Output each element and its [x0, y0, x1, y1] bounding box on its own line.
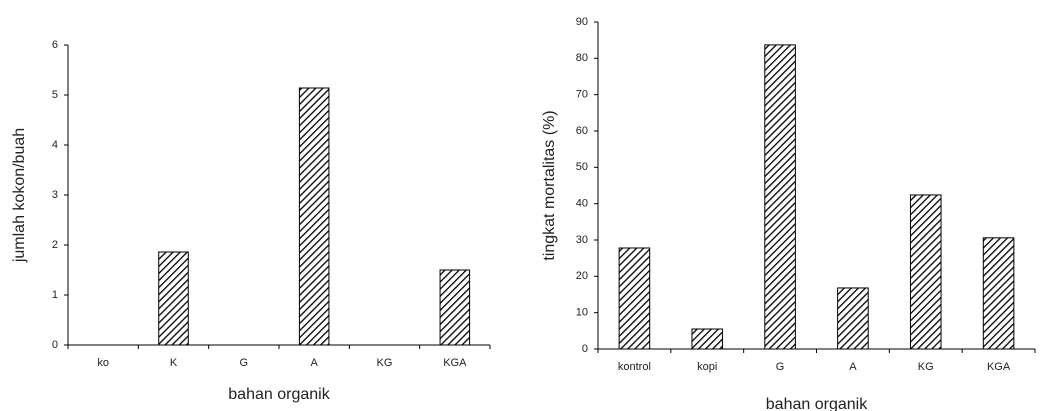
y-tick-label: 70: [576, 89, 588, 101]
x-tick-label: K: [170, 357, 178, 369]
x-tick-label: A: [849, 361, 857, 373]
x-tick-label: G: [776, 361, 785, 373]
x-axis-title: bahan organik: [228, 386, 330, 403]
y-tick-label: 6: [52, 39, 58, 51]
y-tick-label: 50: [576, 161, 588, 173]
x-tick-label: A: [310, 357, 318, 369]
y-tick-label: 60: [576, 125, 588, 137]
x-tick-label: kontrol: [618, 361, 651, 373]
x-axis-title: bahan organik: [766, 396, 868, 411]
bar: [837, 287, 869, 350]
y-tick-label: 0: [582, 343, 588, 355]
x-tick-label: ko: [97, 357, 109, 369]
x-tick-label: kopi: [697, 361, 717, 373]
y-tick-label: 4: [52, 139, 58, 151]
x-tick-label: KGA: [987, 361, 1011, 373]
bar: [439, 269, 471, 346]
bar: [909, 194, 942, 350]
y-axis-title: jumlah kokon/buah: [11, 128, 28, 263]
y-tick-label: 3: [52, 189, 58, 201]
y-tick-label: 2: [52, 239, 58, 251]
bar: [158, 251, 189, 346]
x-tick-label: KGA: [443, 357, 467, 369]
y-axis-title: tingkat mortalitas (%): [541, 110, 558, 260]
y-tick-label: 90: [576, 16, 588, 28]
bar: [764, 44, 796, 350]
bar: [298, 87, 330, 346]
y-tick-label: 0: [52, 339, 58, 351]
bar: [982, 237, 1015, 350]
y-tick-label: 1: [52, 289, 58, 301]
bar: [618, 247, 651, 350]
bar: [691, 328, 724, 350]
y-tick-label: 10: [576, 307, 588, 319]
x-tick-label: KG: [377, 357, 393, 369]
y-tick-label: 5: [52, 89, 58, 101]
x-tick-label: KG: [918, 361, 934, 373]
y-tick-label: 20: [576, 270, 588, 282]
y-tick-label: 40: [576, 198, 588, 210]
x-tick-label: G: [240, 357, 249, 369]
y-tick-label: 80: [576, 52, 588, 64]
y-tick-label: 30: [576, 234, 588, 246]
